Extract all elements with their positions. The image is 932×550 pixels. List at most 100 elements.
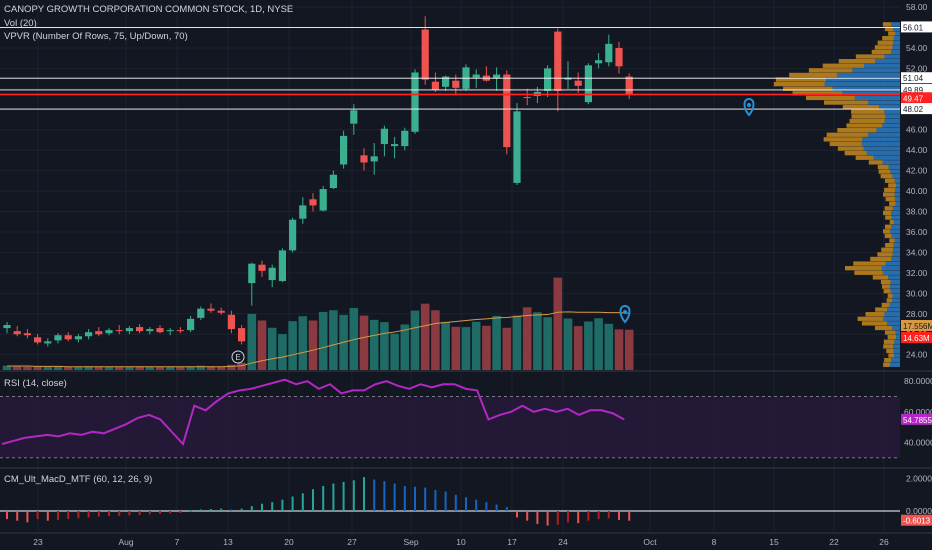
candle-body — [23, 333, 31, 336]
vpvr-up-row — [893, 35, 900, 41]
time-tick-label: 17 — [507, 537, 517, 547]
price-level-lines — [0, 26, 900, 110]
volume-bar — [441, 321, 450, 370]
macd-bar — [414, 486, 416, 511]
vpvr-down-row — [775, 77, 827, 82]
volume-bar — [135, 366, 144, 370]
macd-bar — [607, 511, 610, 519]
vpvr-down-row — [880, 279, 891, 285]
candle-body — [452, 80, 460, 88]
vpvr-down-row — [846, 123, 883, 128]
vpvr-down-row — [857, 316, 884, 321]
volume-bar — [420, 303, 430, 370]
time-tick-label: 22 — [829, 537, 839, 547]
price-tick-label: 42.00 — [906, 166, 928, 176]
vpvr-up-row — [885, 261, 900, 266]
volume-bar — [512, 315, 522, 370]
vpvr-up-row — [826, 77, 900, 82]
vpvr-down-row — [882, 22, 892, 27]
vpvr-down-row — [885, 197, 895, 202]
vpvr-up-row — [842, 91, 900, 96]
vpvr-down-row — [829, 141, 862, 147]
candle-body — [380, 128, 388, 145]
vpvr-up-row — [868, 100, 900, 105]
chart-markers: E — [231, 97, 755, 364]
vpvr-down-row — [824, 100, 869, 105]
volume-bar — [104, 366, 114, 370]
macd-bar — [485, 502, 488, 511]
volume-bar — [329, 310, 338, 370]
vpvr-down-row — [822, 63, 865, 68]
vpvr-down-row — [881, 247, 894, 252]
vpvr-up-row — [894, 197, 900, 202]
volume-bar — [298, 316, 308, 370]
vpvr-down-row — [883, 210, 892, 216]
vpvr-down-row — [882, 35, 894, 41]
macd-bar — [46, 511, 49, 521]
vpvr-up-row — [895, 31, 900, 36]
vpvr-up-row — [889, 302, 900, 308]
price-label-box — [901, 21, 932, 33]
macd-tick-label: 2.0000 — [906, 474, 932, 484]
candle-body — [513, 111, 521, 183]
macd-bar — [546, 511, 549, 526]
vpvr-down-row — [883, 229, 891, 234]
vpvr-up-row — [891, 49, 900, 55]
vpvr-down-row — [851, 114, 886, 119]
vpvr-up-row — [862, 137, 900, 142]
volume-bar — [53, 366, 63, 370]
macd-bar — [77, 511, 80, 519]
candle-body — [370, 156, 378, 162]
price-tick-label: 46.00 — [906, 125, 928, 135]
vpvr-down-row — [853, 261, 886, 266]
price-tick-label: 36.00 — [906, 227, 928, 237]
volume-bar — [492, 315, 501, 370]
rsi-line — [1, 378, 625, 446]
volume-bar — [410, 310, 420, 370]
vpvr-up-row — [824, 82, 900, 87]
vpvr-up-row — [885, 114, 900, 119]
vpvr-up-row — [891, 215, 900, 220]
vpvr-down-row — [877, 252, 893, 257]
vpvr-down-row — [868, 160, 883, 165]
vpvr-down-row — [888, 353, 894, 358]
candle-body — [503, 74, 511, 148]
candle-body — [605, 43, 613, 63]
candle-body — [442, 76, 450, 87]
candle-body — [360, 155, 368, 163]
vpvr-up-row — [894, 339, 900, 344]
vpvr-down-row — [888, 31, 896, 36]
vpvr-up-row — [893, 220, 900, 225]
volume-bar — [522, 307, 532, 370]
macd-bar — [567, 511, 569, 523]
map-pin-marker — [619, 304, 631, 324]
volume-bar — [84, 366, 93, 370]
candle-body — [615, 47, 623, 67]
vpvr-down-row — [889, 201, 896, 206]
vpvr-up-row — [884, 54, 900, 59]
volume-bar — [533, 312, 542, 370]
vpvr-down-row — [884, 178, 895, 183]
vpvr-up-row — [894, 238, 900, 243]
macd-bar — [495, 504, 498, 511]
volume-bar — [390, 333, 399, 370]
rsi-legend: RSI (14, close) — [4, 378, 67, 389]
vpvr-down-row — [837, 128, 877, 133]
vpvr-up-row — [861, 141, 900, 147]
vpvr-up-row — [896, 335, 900, 340]
candle-body — [309, 199, 317, 206]
earnings-marker-label: E — [235, 353, 240, 362]
macd-bar — [57, 511, 59, 520]
macd-bar — [393, 483, 396, 511]
volume-bar — [227, 364, 236, 370]
vpvr-up-row — [882, 123, 900, 128]
candle-body — [105, 330, 113, 334]
volume-bar — [247, 313, 257, 370]
volume-bar — [114, 367, 124, 370]
volume-bar — [502, 327, 512, 370]
macd-bar — [577, 511, 580, 524]
macd-bar — [36, 511, 39, 520]
volume-bar — [288, 321, 297, 370]
